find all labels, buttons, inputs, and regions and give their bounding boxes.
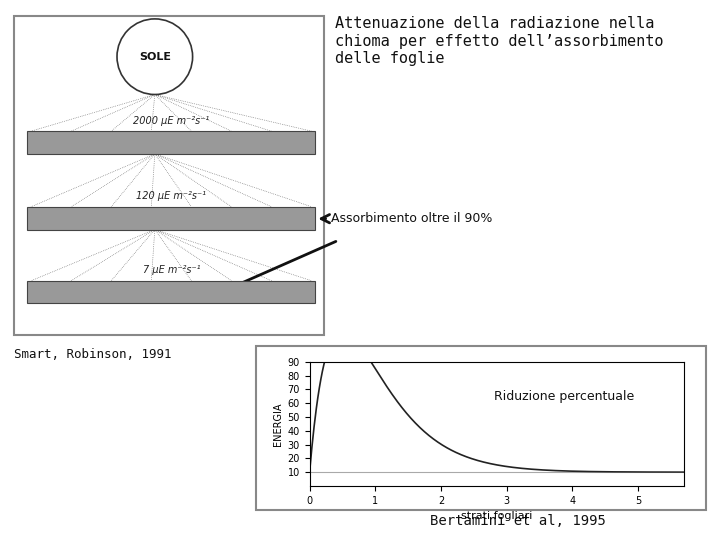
Bar xyxy=(27,281,315,303)
Text: 2000 μE m⁻²s⁻¹: 2000 μE m⁻²s⁻¹ xyxy=(133,116,210,126)
Text: SOLE: SOLE xyxy=(139,52,171,62)
Text: Bertamini et al, 1995: Bertamini et al, 1995 xyxy=(431,514,606,528)
Bar xyxy=(27,131,315,154)
Y-axis label: ENERGIA: ENERGIA xyxy=(274,402,284,446)
Text: 7 μE m⁻²s⁻¹: 7 μE m⁻²s⁻¹ xyxy=(143,265,200,275)
Text: Riduzione percentuale: Riduzione percentuale xyxy=(493,390,634,403)
X-axis label: strati fogliari: strati fogliari xyxy=(461,511,533,521)
Text: Smart, Robinson, 1991: Smart, Robinson, 1991 xyxy=(14,348,172,361)
Bar xyxy=(14,16,324,335)
Bar xyxy=(256,346,706,510)
Text: Assorbimento oltre il 90%: Assorbimento oltre il 90% xyxy=(321,212,492,225)
Text: Attenuazione della radiazione nella
chioma per effetto dell’assorbimento
delle f: Attenuazione della radiazione nella chio… xyxy=(335,16,663,66)
Text: 120 μE m⁻²s⁻¹: 120 μE m⁻²s⁻¹ xyxy=(136,191,207,201)
Bar xyxy=(27,207,315,229)
Ellipse shape xyxy=(117,19,193,94)
